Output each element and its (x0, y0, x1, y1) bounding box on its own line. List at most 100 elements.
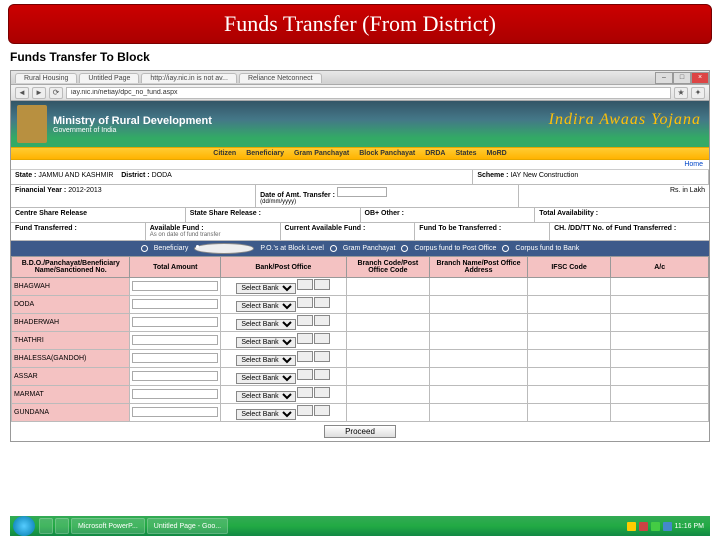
amount-input[interactable] (132, 407, 218, 417)
radio-po-block[interactable] (194, 243, 254, 254)
menu-gram-panchayat[interactable]: Gram Panchayat (294, 150, 349, 157)
radio-corpus-bank[interactable] (502, 245, 509, 252)
tray-icon[interactable] (651, 522, 660, 531)
ta-cell: Total Availability : (535, 208, 709, 222)
bank-select[interactable]: Select Bank (236, 409, 296, 420)
bank-select[interactable]: Select Bank (236, 319, 296, 330)
menu-citizen[interactable]: Citizen (213, 150, 236, 157)
minimize-icon[interactable]: – (655, 72, 673, 84)
radio-corpus-post[interactable] (401, 245, 408, 252)
sub-select-2[interactable] (314, 405, 330, 416)
browser-window: Rural Housing Untitled Page http://iay.n… (10, 70, 710, 442)
task-powerpoint[interactable]: Microsoft PowerP... (71, 518, 145, 534)
sub-select-1[interactable] (297, 369, 313, 380)
tab-1[interactable]: Rural Housing (15, 73, 77, 83)
scheme-cell: Scheme : IAY New Construction (473, 170, 709, 184)
tray-icon[interactable] (663, 522, 672, 531)
amount-input[interactable] (132, 389, 218, 399)
branch-name-cell (430, 332, 528, 350)
task-pin-1[interactable] (39, 518, 53, 534)
sub-select-2[interactable] (314, 369, 330, 380)
url-input[interactable] (66, 87, 671, 99)
table-row: MARMAT Select Bank (12, 386, 709, 404)
wrench-icon[interactable]: ✦ (691, 87, 705, 99)
branch-name-cell (430, 368, 528, 386)
amount-input[interactable] (132, 353, 218, 363)
sub-select-2[interactable] (314, 333, 330, 344)
block-name: ASSAR (12, 368, 130, 386)
bookmark-icon[interactable]: ★ (674, 87, 688, 99)
sub-select-2[interactable] (314, 351, 330, 362)
site-banner: Ministry of Rural Development Government… (11, 101, 709, 147)
ac-cell (611, 332, 709, 350)
reload-icon[interactable]: ⟳ (49, 87, 63, 99)
start-button-icon[interactable] (13, 516, 35, 536)
bank-select[interactable]: Select Bank (236, 355, 296, 366)
amount-input[interactable] (132, 335, 218, 345)
sub-select-2[interactable] (314, 297, 330, 308)
date-input[interactable] (337, 187, 387, 197)
sub-select-2[interactable] (314, 315, 330, 326)
sub-select-1[interactable] (297, 387, 313, 398)
bank-select[interactable]: Select Bank (236, 283, 296, 294)
ob-cell: OB+ Other : (361, 208, 536, 222)
system-tray: 11:16 PM (627, 522, 710, 531)
sub-select-1[interactable] (297, 297, 313, 308)
menu-mord[interactable]: MoRD (487, 150, 507, 157)
table-row: BHADERWAHSelect Bank (12, 314, 709, 332)
sub-select-1[interactable] (297, 333, 313, 344)
ifsc-cell (527, 386, 611, 404)
ssr-cell: State Share Release : (186, 208, 361, 222)
sub-select-1[interactable] (297, 351, 313, 362)
maximize-icon[interactable]: □ (673, 72, 691, 84)
branch-code-cell (346, 296, 430, 314)
ac-cell (611, 278, 709, 296)
bank-select[interactable]: Select Bank (236, 373, 296, 384)
amount-input[interactable] (132, 317, 218, 327)
table-row: BHAGWAHSelect Bank (12, 278, 709, 296)
block-name: MARMAT (12, 386, 130, 404)
browser-toolbar: ◄ ► ⟳ ★ ✦ (11, 85, 709, 101)
sub-select-2[interactable] (314, 387, 330, 398)
scheme-name: Indira Awaas Yojana (549, 111, 701, 129)
branch-code-cell (346, 350, 430, 368)
ifsc-cell (527, 278, 611, 296)
amount-input[interactable] (132, 371, 218, 381)
sub-select-1[interactable] (297, 405, 313, 416)
af-cell: Available Fund :As on date of fund trans… (146, 223, 281, 240)
date-hint: (dd/mm/yyyy) (260, 199, 514, 205)
tab-2[interactable]: Untitled Page (79, 73, 139, 83)
rs-lakh: Rs. in Lakh (519, 185, 709, 207)
radio-gram-panchayat[interactable] (330, 245, 337, 252)
menu-beneficiary[interactable]: Beneficiary (246, 150, 284, 157)
sub-select-1[interactable] (297, 279, 313, 290)
menu-states[interactable]: States (455, 150, 476, 157)
proceed-button[interactable]: Proceed (324, 425, 396, 438)
tab-3[interactable]: http://iay.nic.in is not av... (141, 73, 237, 83)
amount-input[interactable] (132, 299, 218, 309)
tray-icon[interactable] (627, 522, 636, 531)
bank-select[interactable]: Select Bank (236, 337, 296, 348)
table-row: THATHRISelect Bank (12, 332, 709, 350)
bank-select[interactable]: Select Bank (236, 301, 296, 312)
menu-drda[interactable]: DRDA (425, 150, 445, 157)
sub-select-1[interactable] (297, 315, 313, 326)
ifsc-cell (527, 332, 611, 350)
close-icon[interactable]: × (691, 72, 709, 84)
ifsc-cell (527, 350, 611, 368)
bank-select[interactable]: Select Bank (236, 391, 296, 402)
radio-beneficiary[interactable] (141, 245, 148, 252)
forward-icon[interactable]: ► (32, 87, 46, 99)
window-controls: – □ × (655, 72, 709, 84)
task-browser[interactable]: Untitled Page - Goo... (147, 518, 228, 534)
tray-icon[interactable] (639, 522, 648, 531)
date-cell: Date of Amt. Transfer : (dd/mm/yyyy) (256, 185, 519, 207)
task-pin-2[interactable] (55, 518, 69, 534)
back-icon[interactable]: ◄ (15, 87, 29, 99)
amount-input[interactable] (132, 281, 218, 291)
sub-select-2[interactable] (314, 279, 330, 290)
tab-4[interactable]: Reliance Netconnect (239, 73, 322, 83)
table-row: ASSAR Select Bank (12, 368, 709, 386)
home-link[interactable]: Home (684, 161, 703, 168)
menu-block-panchayat[interactable]: Block Panchayat (359, 150, 415, 157)
